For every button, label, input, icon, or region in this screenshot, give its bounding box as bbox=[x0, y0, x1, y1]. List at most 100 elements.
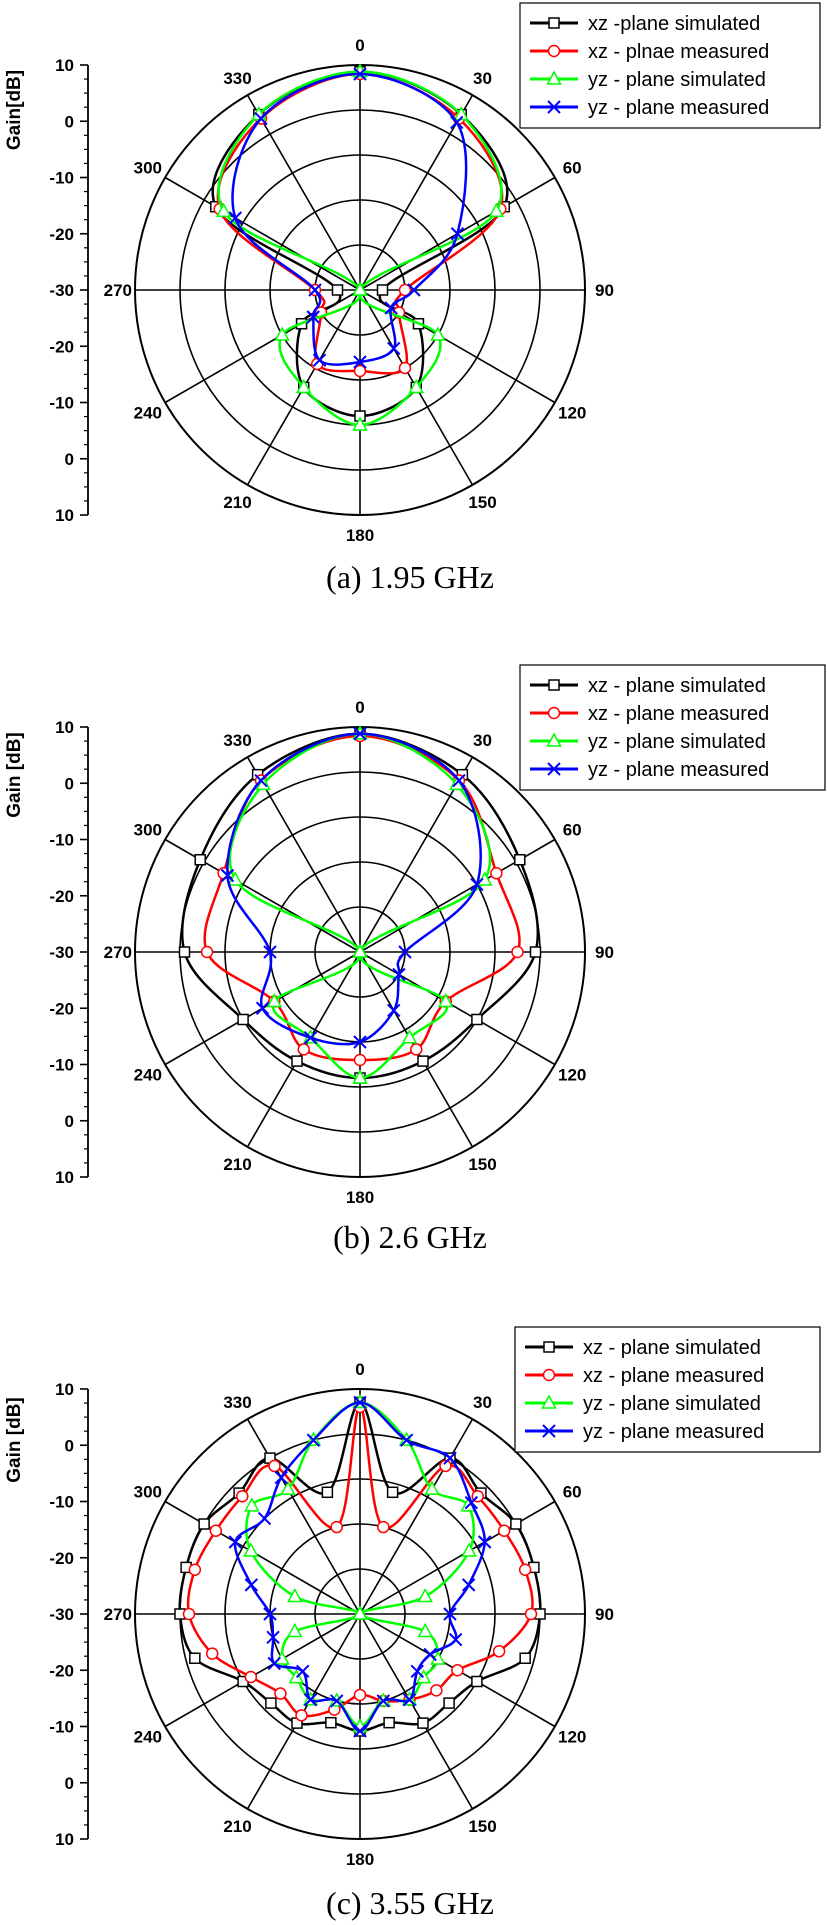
radial-tick-label: 10 bbox=[55, 1830, 74, 1849]
series-2-point bbox=[182, 1607, 196, 1621]
y-axis-label-c: Gain [dB] bbox=[4, 1397, 25, 1483]
angle-label-120: 120 bbox=[558, 1066, 586, 1085]
series-3-point bbox=[352, 1605, 368, 1620]
radial-tick-label: -10 bbox=[49, 169, 74, 188]
series-4-point bbox=[353, 1035, 367, 1049]
series-3-point bbox=[266, 992, 283, 1008]
series-4-point bbox=[296, 1664, 310, 1678]
series-4-point bbox=[267, 1656, 281, 1671]
series-4-point bbox=[266, 1630, 280, 1644]
series-4-point bbox=[303, 1693, 318, 1707]
series-4-point bbox=[407, 283, 421, 297]
series-2-point bbox=[236, 1490, 249, 1503]
angle-label-60: 60 bbox=[563, 821, 582, 840]
series-1-point bbox=[331, 284, 344, 296]
series-4-point bbox=[263, 1607, 277, 1621]
angle-label-240: 240 bbox=[134, 404, 162, 423]
series-3-point bbox=[417, 1622, 433, 1638]
series-3-point bbox=[453, 106, 470, 121]
angle-label-120: 120 bbox=[558, 404, 586, 423]
series-3-point bbox=[280, 1480, 296, 1496]
series-4-point bbox=[254, 111, 268, 126]
angle-label-150: 150 bbox=[468, 1155, 496, 1174]
series-3-point bbox=[295, 378, 312, 394]
series-3-point bbox=[352, 416, 368, 431]
angle-label-60: 60 bbox=[563, 159, 582, 178]
series-1-point bbox=[325, 1716, 337, 1729]
y-axis-label-b: Gain [dB] bbox=[4, 732, 25, 818]
series-line-4 bbox=[231, 72, 468, 366]
legend-entry: yz - plane simulated bbox=[583, 1393, 761, 1415]
series-4-point bbox=[470, 877, 484, 892]
legend-entry: xz - plnae measured bbox=[588, 41, 769, 63]
series-4-point bbox=[312, 353, 327, 367]
radial-tick-label: -10 bbox=[49, 831, 74, 850]
y-axis-label-a: Gain[dB] bbox=[4, 70, 25, 150]
series-4-point bbox=[423, 1647, 437, 1662]
series-1-point bbox=[514, 854, 526, 866]
series-1-point bbox=[519, 1652, 531, 1665]
series-3-point bbox=[215, 202, 232, 217]
series-3-point bbox=[437, 992, 454, 1008]
legend-entry: yz - plane measured bbox=[588, 759, 769, 781]
legend-entry: xz - plane measured bbox=[583, 1365, 764, 1387]
series-4-point bbox=[228, 211, 242, 225]
series-3-point bbox=[424, 1480, 440, 1496]
radial-tick-label: 0 bbox=[65, 1436, 74, 1455]
plot-area-b bbox=[178, 725, 542, 1084]
series-2-point bbox=[330, 1520, 343, 1534]
series-2-point bbox=[439, 1459, 452, 1473]
plot-area-a bbox=[210, 63, 510, 431]
series-2-point bbox=[205, 1647, 219, 1660]
series-3-point bbox=[287, 1587, 303, 1603]
series-2-point bbox=[297, 1043, 310, 1056]
legend-entry: xz - plane simulated bbox=[583, 1337, 761, 1359]
angle-label-0: 0 bbox=[355, 1360, 364, 1379]
series-2-point bbox=[295, 1709, 308, 1722]
angle-label-270: 270 bbox=[104, 281, 132, 300]
series-4-point bbox=[478, 1535, 492, 1549]
angle-label-240: 240 bbox=[134, 1728, 162, 1747]
series-4-point bbox=[255, 1001, 270, 1015]
grid-spoke bbox=[359, 1500, 556, 1615]
series-1-point bbox=[265, 1697, 277, 1709]
radial-tick-label: 10 bbox=[55, 1168, 74, 1187]
legend-entry: xz - plane simulated bbox=[588, 675, 766, 697]
grid-spoke bbox=[359, 94, 474, 291]
angle-label-60: 60 bbox=[563, 1483, 582, 1502]
series-3-point bbox=[408, 378, 425, 394]
series-2-point bbox=[353, 364, 367, 378]
plot-area-c bbox=[174, 1393, 546, 1738]
angle-label-150: 150 bbox=[468, 1817, 496, 1836]
radial-tick-label: -30 bbox=[49, 281, 74, 300]
series-4-point bbox=[398, 945, 412, 959]
series-4-point bbox=[353, 727, 367, 741]
series-2-point bbox=[511, 945, 524, 959]
series-2-point bbox=[244, 1670, 258, 1684]
legend-marker bbox=[548, 17, 560, 29]
legend-entry: yz - plane simulated bbox=[588, 731, 766, 753]
series-1-point bbox=[178, 946, 191, 958]
series-3-point bbox=[352, 1069, 368, 1084]
series-2-point bbox=[353, 1688, 367, 1702]
series-1-point bbox=[471, 1013, 483, 1026]
grid-spoke bbox=[359, 951, 556, 1066]
grid-spoke bbox=[359, 1418, 474, 1615]
polar-grid-a bbox=[134, 64, 586, 516]
angle-label-330: 330 bbox=[223, 69, 251, 88]
angle-label-300: 300 bbox=[134, 821, 162, 840]
series-4-point bbox=[450, 115, 464, 130]
series-4-point bbox=[387, 341, 401, 356]
angle-label-90: 90 bbox=[595, 281, 614, 300]
legend-marker bbox=[543, 1341, 555, 1353]
grid-spoke bbox=[359, 838, 556, 953]
radial-tick-label: 10 bbox=[55, 718, 74, 737]
series-2-point bbox=[353, 1053, 367, 1067]
radial-tick-label: -20 bbox=[49, 999, 74, 1018]
series-1-point bbox=[321, 1486, 334, 1499]
caption-b: (b) 2.6 GHz bbox=[333, 1219, 487, 1255]
series-3-point bbox=[274, 1650, 290, 1665]
angle-label-90: 90 bbox=[595, 1605, 614, 1624]
grid-spoke bbox=[359, 1613, 474, 1810]
radial-tick-label: 10 bbox=[55, 56, 74, 75]
